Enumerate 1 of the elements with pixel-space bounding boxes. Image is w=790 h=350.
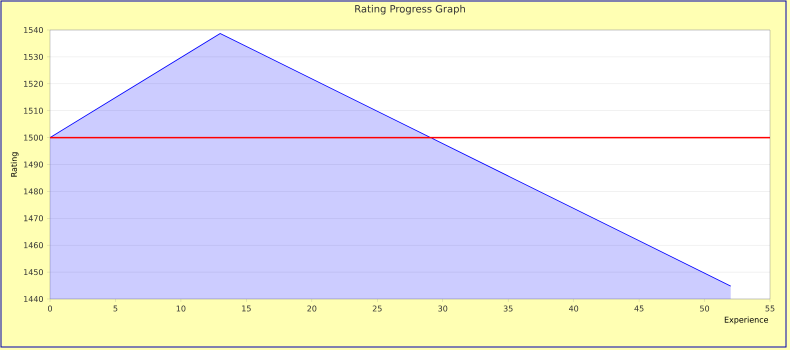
chart-title: Rating Progress Graph bbox=[355, 4, 465, 15]
